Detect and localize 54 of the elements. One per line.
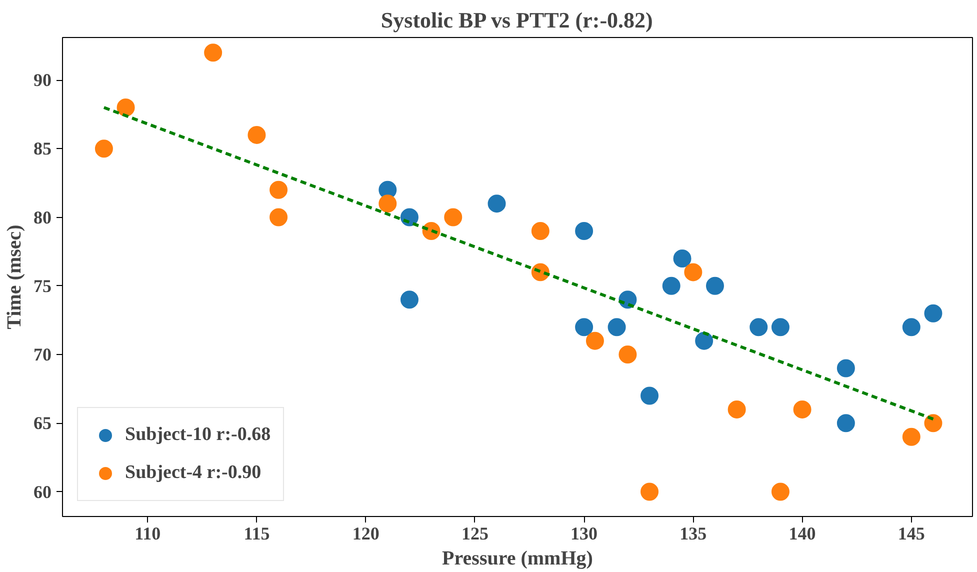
point [270,208,288,226]
point [728,400,746,418]
chart-title: Systolic BP vs PTT2 (r:-0.82) [380,8,653,32]
x-tick-label: 120 [352,524,380,544]
y-tick-label: 80 [34,207,52,228]
point [116,98,135,116]
point [771,318,790,336]
x-tick-label: 110 [134,524,161,544]
point [204,44,222,62]
x-tick-label: 145 [898,524,925,544]
point [248,126,266,144]
point [640,482,659,501]
point [924,414,942,432]
y-axis-title: Time (msec) [4,224,26,330]
point [673,249,692,268]
point [640,386,659,405]
point [662,276,680,295]
point [575,318,594,336]
y-tick-label: 90 [34,70,52,90]
point [488,194,506,213]
point [94,140,113,158]
point [586,332,604,350]
point [531,222,550,240]
point [618,346,637,364]
x-tick-label: 125 [461,524,488,544]
point [608,318,626,336]
point [836,359,855,378]
y-tick-label: 70 [34,344,52,365]
x-tick-label: 135 [680,524,707,544]
y-tick-label: 85 [34,138,52,159]
point [836,414,855,432]
point [575,222,594,240]
point [902,428,920,446]
point [270,180,288,199]
point [444,208,462,226]
x-tick-label: 140 [788,524,816,544]
point [695,332,714,350]
x-tick-label: 130 [570,524,598,544]
point [750,318,768,336]
x-tick-label: 115 [244,524,270,544]
point [378,194,397,213]
point [793,400,812,418]
point [924,304,942,322]
point [902,318,920,336]
point [706,276,724,295]
point [684,263,702,282]
y-tick-label: 65 [34,413,52,434]
legend-label: Subject-4 r:-0.90 [125,462,262,484]
y-tick-label: 60 [34,482,52,502]
y-tick-label: 75 [34,276,52,296]
legend-label: Subject-10 r:-0.68 [125,424,271,446]
x-axis-title: Pressure (mmHg) [442,548,593,570]
point [771,482,790,501]
point [400,290,418,309]
